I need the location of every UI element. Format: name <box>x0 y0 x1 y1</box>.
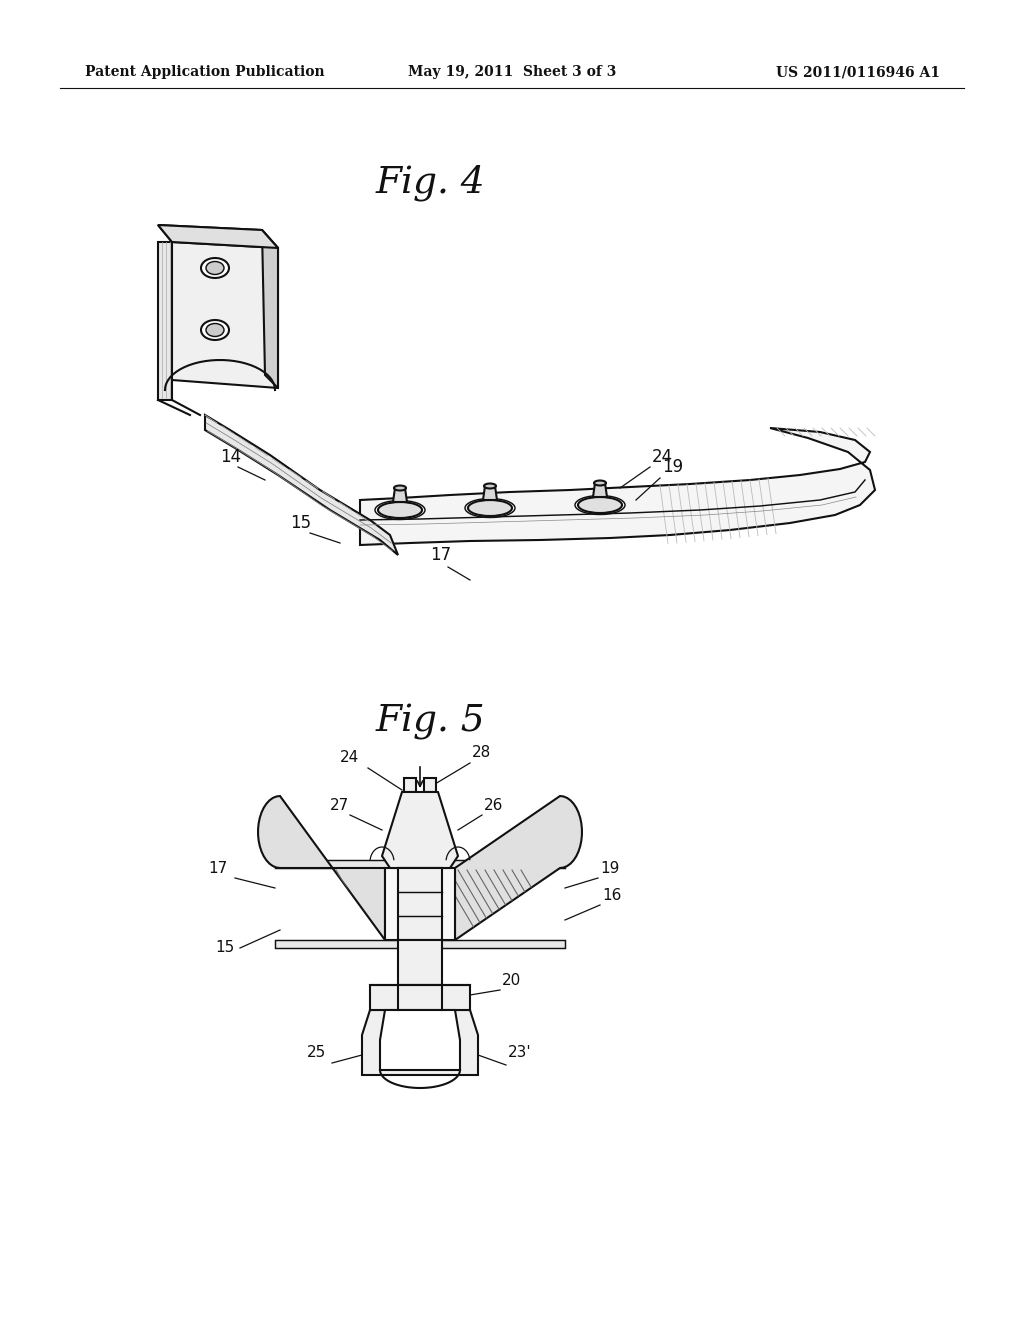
Polygon shape <box>593 483 607 498</box>
Text: 17: 17 <box>208 861 227 876</box>
Polygon shape <box>158 224 278 248</box>
Polygon shape <box>258 796 385 940</box>
Text: Patent Application Publication: Patent Application Publication <box>85 65 325 79</box>
Text: US 2011/0116946 A1: US 2011/0116946 A1 <box>776 65 940 79</box>
Ellipse shape <box>578 498 622 513</box>
Text: 24: 24 <box>652 447 673 466</box>
Polygon shape <box>483 486 497 500</box>
Text: 23': 23' <box>508 1045 531 1060</box>
Ellipse shape <box>206 323 224 337</box>
Polygon shape <box>275 861 565 869</box>
Ellipse shape <box>484 483 496 488</box>
Polygon shape <box>380 1010 460 1071</box>
Ellipse shape <box>378 502 422 517</box>
Text: 17: 17 <box>430 546 452 564</box>
Polygon shape <box>393 488 407 502</box>
Text: 25: 25 <box>307 1045 327 1060</box>
Polygon shape <box>362 1010 478 1074</box>
Polygon shape <box>455 796 582 940</box>
Ellipse shape <box>394 486 406 491</box>
Ellipse shape <box>201 319 229 341</box>
Text: Fig. 5: Fig. 5 <box>375 704 484 741</box>
Polygon shape <box>172 242 278 388</box>
Ellipse shape <box>206 261 224 275</box>
Polygon shape <box>262 230 278 388</box>
Text: 27: 27 <box>330 799 349 813</box>
Ellipse shape <box>594 480 606 486</box>
Polygon shape <box>398 869 442 940</box>
Polygon shape <box>385 869 455 940</box>
Polygon shape <box>360 428 874 545</box>
Text: 16: 16 <box>602 888 622 903</box>
Polygon shape <box>158 242 172 400</box>
Polygon shape <box>275 940 565 948</box>
Text: 19: 19 <box>662 458 683 477</box>
Polygon shape <box>370 985 470 1010</box>
Text: 26: 26 <box>484 799 504 813</box>
Text: May 19, 2011  Sheet 3 of 3: May 19, 2011 Sheet 3 of 3 <box>408 65 616 79</box>
Text: 20: 20 <box>502 973 521 987</box>
Polygon shape <box>205 414 398 554</box>
Polygon shape <box>398 940 442 985</box>
Text: 15: 15 <box>290 513 311 532</box>
Polygon shape <box>404 777 416 792</box>
Text: 19: 19 <box>600 861 620 876</box>
Polygon shape <box>424 777 436 792</box>
Ellipse shape <box>201 257 229 279</box>
Polygon shape <box>382 792 458 869</box>
Polygon shape <box>158 224 278 248</box>
Text: 15: 15 <box>215 940 234 954</box>
Text: 24: 24 <box>340 750 359 766</box>
Text: 14: 14 <box>220 447 241 466</box>
Text: Fig. 4: Fig. 4 <box>375 165 484 201</box>
Text: 28: 28 <box>472 744 492 760</box>
Ellipse shape <box>468 500 512 516</box>
